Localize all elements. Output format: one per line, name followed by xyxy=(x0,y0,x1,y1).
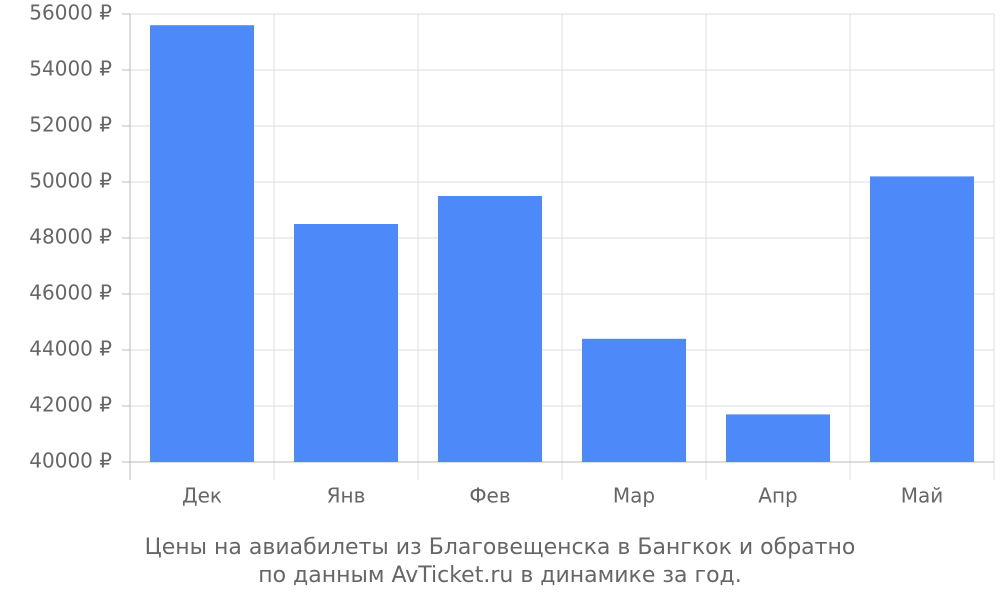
bar xyxy=(726,414,830,462)
x-tick-label: Дек xyxy=(182,484,222,508)
y-tick-label: 44000 ₽ xyxy=(29,337,112,361)
x-tick-label: Апр xyxy=(758,484,797,508)
chart-title: Цены на авиабилеты из Благовещенска в Ба… xyxy=(145,535,856,560)
y-tick-label: 48000 ₽ xyxy=(29,225,112,249)
x-tick-label: Фев xyxy=(469,484,510,508)
x-tick-label: Мар xyxy=(613,484,655,508)
x-tick-label: Янв xyxy=(327,484,366,508)
y-tick-label: 42000 ₽ xyxy=(29,393,112,417)
chart-title: по данным AvTicket.ru в динамике за год. xyxy=(258,563,742,588)
y-tick-label: 46000 ₽ xyxy=(29,281,112,305)
x-tick-label: Май xyxy=(901,484,944,508)
y-tick-label: 52000 ₽ xyxy=(29,113,112,137)
y-tick-label: 54000 ₽ xyxy=(29,57,112,81)
bar xyxy=(294,224,398,462)
bar xyxy=(870,176,974,462)
bar xyxy=(582,338,686,462)
y-tick-label: 50000 ₽ xyxy=(29,169,112,193)
bar xyxy=(150,25,254,462)
y-tick-label: 40000 ₽ xyxy=(29,449,112,473)
y-tick-label: 56000 ₽ xyxy=(29,1,112,25)
bar xyxy=(438,196,542,462)
